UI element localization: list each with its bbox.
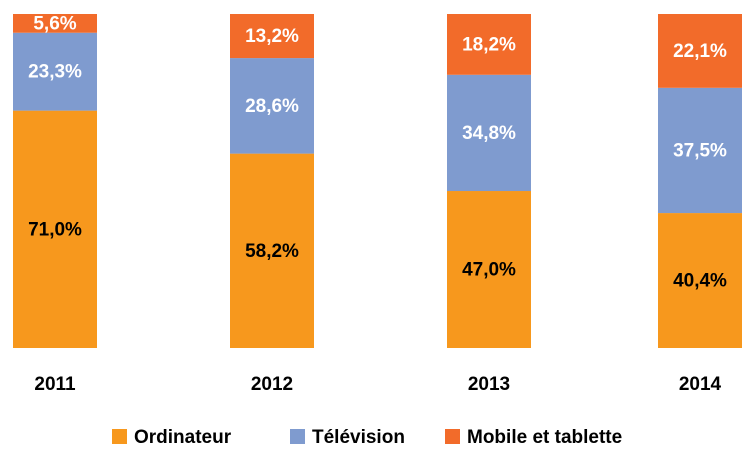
legend-swatch: [445, 429, 460, 444]
x-tick-label: 2014: [679, 374, 722, 395]
value-label: 37,5%: [673, 140, 727, 161]
bar-segment: [230, 58, 314, 154]
value-label: 23,3%: [28, 62, 82, 83]
x-tick-label: 2013: [468, 374, 510, 395]
bar-segment: [447, 191, 531, 348]
value-label: 34,8%: [462, 123, 516, 144]
bar-segment: [658, 87, 742, 214]
legend-label: Mobile et tablette: [467, 427, 622, 448]
value-label: 40,4%: [673, 271, 727, 292]
bar-segment: [658, 213, 742, 348]
x-tick-label: 2012: [251, 374, 293, 395]
x-tick-label: 2011: [34, 374, 76, 395]
value-label: 28,6%: [245, 96, 299, 117]
legend-label: Télévision: [312, 427, 405, 448]
bar-segment: [447, 14, 531, 75]
bar-segment: [230, 153, 314, 348]
bar-segment: [447, 74, 531, 192]
value-label: 22,1%: [673, 41, 727, 62]
value-label: 13,2%: [245, 26, 299, 47]
legend-label: Ordinateur: [134, 427, 232, 448]
bar-segment: [13, 110, 97, 348]
bar-segment: [13, 14, 97, 33]
value-label: 18,2%: [462, 34, 516, 55]
value-label: 47,0%: [462, 260, 516, 281]
legend-swatch: [112, 429, 127, 444]
value-label: 5,6%: [33, 13, 76, 34]
value-label: 71,0%: [28, 219, 82, 240]
value-label: 58,2%: [245, 241, 299, 262]
legend-swatch: [290, 429, 305, 444]
bar-segment: [13, 32, 97, 111]
bar-segment: [230, 14, 314, 59]
bar-segment: [658, 14, 742, 88]
